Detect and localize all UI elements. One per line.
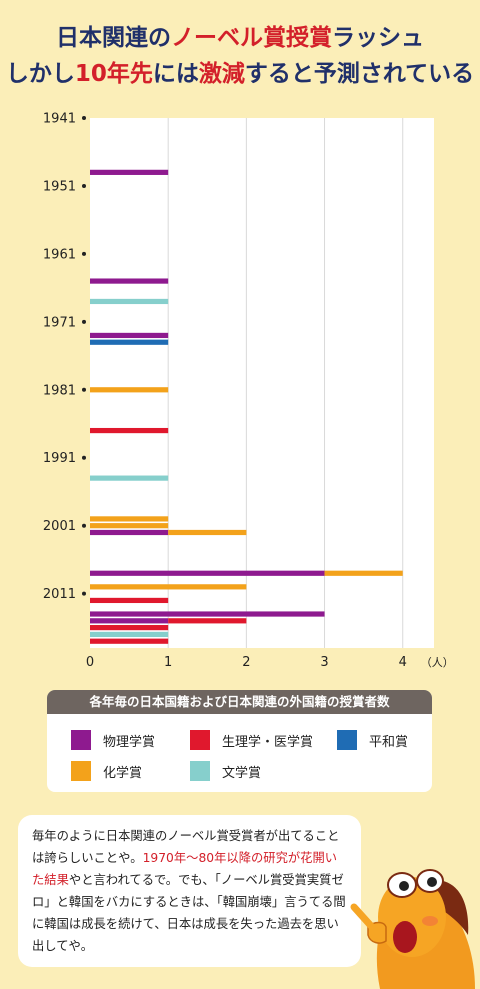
title-highlight: ノーベル賞授賞	[171, 25, 332, 51]
bar-medicine-2016	[90, 625, 169, 631]
x-tick-label: 0	[86, 655, 94, 670]
y-tick-label: 1971	[43, 315, 76, 330]
bar-medicine-2015	[168, 618, 247, 624]
y-tick-label: 1951	[43, 179, 76, 194]
legend-swatch	[71, 761, 91, 781]
y-tick-label: 1981	[43, 383, 76, 398]
title-text: すると予測されている	[244, 61, 475, 87]
legend-swatch	[190, 730, 210, 750]
y-tick-dot	[82, 251, 86, 256]
y-tick-label: 1991	[43, 451, 76, 466]
legend-label: 文学賞	[222, 765, 262, 781]
bar-chemistry-2001	[90, 523, 169, 529]
page-title: 日本関連のノーベル賞授賞ラッシュ しかし10年先には激減すると予測されている	[0, 20, 480, 92]
bar-literature-2017	[90, 631, 169, 638]
y-tick-dot	[82, 183, 86, 188]
y-tick-label: 2001	[43, 519, 76, 534]
legend-swatch	[190, 761, 210, 781]
legend-item-physics: 物理学賞	[71, 730, 155, 750]
bar-medicine-2018	[90, 638, 169, 644]
title-text: には	[152, 61, 199, 87]
legend-swatch	[71, 730, 91, 750]
bar-chemistry-2000	[90, 516, 169, 522]
title-line-1: 日本関連のノーベル賞授賞ラッシュ	[0, 20, 480, 56]
comment-part: やと言われてるで。でも、「ノーベル賞受賞実質ゼロ」と韓国をバカにするときは、「韓…	[32, 873, 346, 953]
title-line-2: しかし10年先には激減すると予測されている	[0, 56, 480, 92]
legend-label: 生理学・医学賞	[222, 734, 314, 750]
x-unit-label: （人）	[421, 656, 454, 669]
speech-bubble: 毎年のように日本関連のノーベル賞受賞者が出てることは誇らしいことや。1970年〜…	[18, 815, 361, 967]
legend-heading: 各年毎の日本国籍および日本関連の外国籍の授賞者数	[47, 690, 432, 714]
y-tick-dot	[82, 387, 86, 392]
bar-physics-2015	[90, 618, 169, 624]
horse-mascot-icon	[350, 869, 475, 989]
bar-chemistry-1981	[90, 387, 169, 393]
bar-literature-1994	[90, 475, 169, 481]
y-tick-dot	[82, 319, 86, 324]
y-tick-label: 1941	[43, 112, 76, 127]
y-tick-dot	[82, 591, 86, 596]
bar-physics-1973	[90, 332, 169, 339]
y-tick-dot	[82, 116, 86, 120]
legend-label: 物理学賞	[103, 734, 156, 750]
y-tick-dot	[82, 523, 86, 528]
bar-chemistry-2008	[324, 570, 403, 576]
legend-label: 平和賞	[369, 734, 409, 750]
bar-physics-2014	[90, 611, 325, 617]
title-text: 日本関連の	[56, 25, 171, 51]
legend-item-chemistry: 化学賞	[71, 761, 142, 781]
bar-literature-1968	[90, 298, 169, 305]
x-tick-label: 1	[164, 655, 172, 670]
nobel-bar-chart: 0 1 2 3 4 （人） 1941 1951 1961 1971 1981 1991 2001 2011	[43, 112, 454, 671]
title-highlight: 10年先	[74, 61, 153, 87]
plot-area	[90, 118, 434, 648]
bar-medicine-2012	[90, 597, 169, 604]
legend: 各年毎の日本国籍および日本関連の外国籍の授賞者数 物理学賞 生理学・医学賞 平和…	[47, 690, 432, 792]
x-tick-label: 2	[242, 655, 250, 670]
legend-item-peace: 平和賞	[337, 730, 408, 750]
bar-physics-1949	[90, 169, 169, 175]
bar-peace-1974	[90, 339, 169, 345]
legend-label: 化学賞	[103, 765, 143, 781]
bar-medicine-1987	[90, 427, 169, 434]
y-tick-dot	[82, 455, 86, 460]
bar-physics-2008	[90, 570, 325, 576]
comment-highlight: 1970年〜80年以降の研究が花開いた結果	[32, 851, 338, 887]
legend-item-literature: 文学賞	[190, 761, 261, 781]
title-text: ラッシュ	[332, 25, 424, 51]
title-text: しかし	[5, 61, 75, 87]
y-tick-label: 1961	[43, 247, 76, 262]
bar-physics-1965	[90, 278, 169, 284]
y-tick-label: 2011	[43, 587, 76, 602]
legend-swatch	[337, 730, 357, 750]
bar-chemistry-2002	[168, 529, 247, 536]
legend-item-medicine: 生理学・医学賞	[190, 730, 313, 750]
title-highlight: 激減	[198, 61, 245, 87]
bar-physics-2002	[90, 529, 169, 536]
x-tick-label: 4	[399, 655, 407, 670]
bar-chemistry-2010	[90, 584, 247, 590]
x-tick-label: 3	[320, 655, 328, 670]
comment-text: 毎年のように日本関連のノーベル賞受賞者が出てることは誇らしいことや。1970年〜…	[32, 825, 347, 957]
comment-part: 毎年のように日本関連のノーベル賞受賞者が出てることは誇らしいことや。	[32, 829, 340, 865]
